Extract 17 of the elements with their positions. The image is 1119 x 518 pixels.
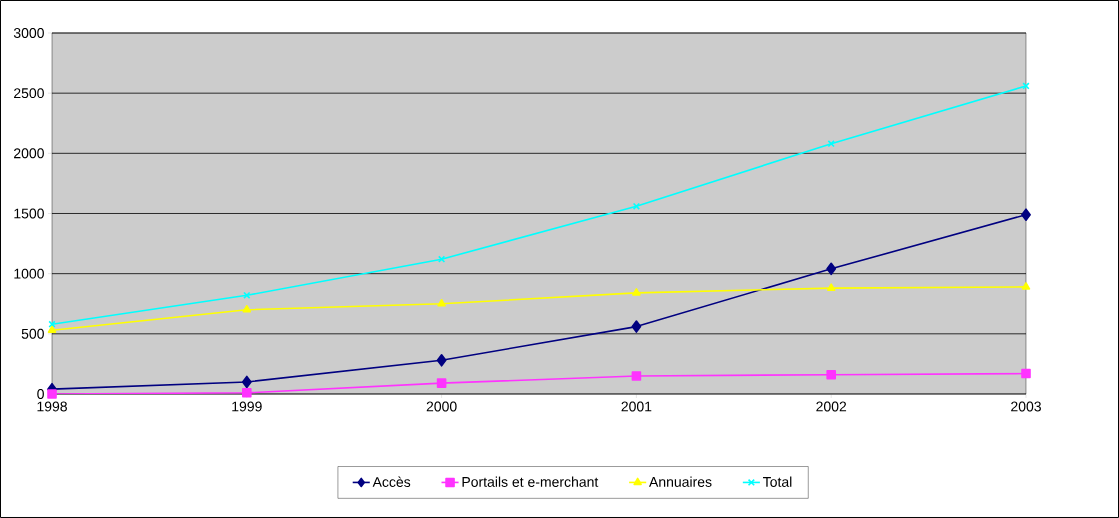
y-tick-label: 1500 (14, 208, 44, 219)
y-tick-label: 3000 (13, 28, 44, 38)
x-tick-label: 1999 (232, 401, 262, 412)
y-tick-label: 2000 (14, 148, 44, 159)
y-tick-label: 0 (37, 389, 44, 399)
x-tick-label: 1998 (37, 401, 67, 412)
legend-label: Portails et e-merchant (462, 476, 599, 487)
y-tick-label: 500 (21, 328, 44, 339)
x-tick-label: 2000 (426, 401, 457, 412)
x-tick-label: 2003 (1011, 401, 1041, 412)
x-tick-label: 2001 (621, 401, 652, 412)
x-tick-label: 2002 (816, 401, 847, 412)
legend-label: Accès (372, 476, 411, 487)
legend-label: Annuaires (649, 476, 712, 487)
y-tick-label: 2500 (14, 88, 44, 99)
legend-label: Total (763, 476, 792, 487)
y-tick-label: 1000 (14, 268, 44, 279)
